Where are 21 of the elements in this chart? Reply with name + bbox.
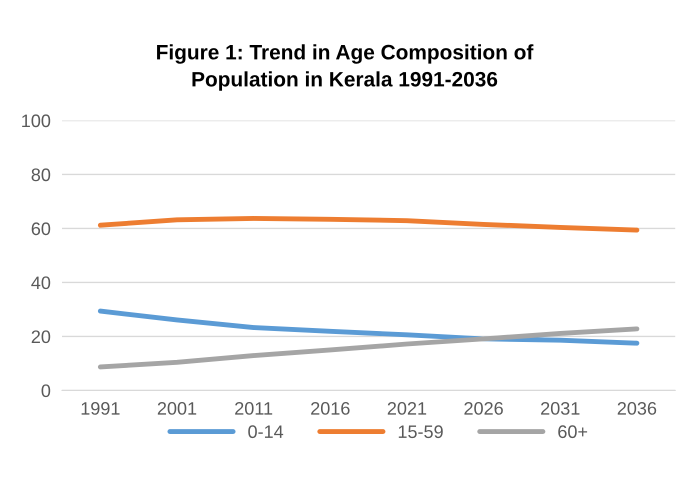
x-tick-label: 2026 [464,402,503,415]
legend-label: 0-14 [248,425,284,438]
line-series [98,308,640,346]
line-series [98,326,640,370]
x-tick-label: 1991 [82,402,120,415]
x-tick-label: 2031 [541,402,580,415]
x-tick-label: 2036 [618,402,656,415]
chart-title: Figure 1: Trend in Age Composition of Population in Kerala 1991-2036 [157,44,534,91]
legend-label: 15-59 [398,425,443,438]
y-tick-label: 80 [32,168,50,182]
y-tick-label: 20 [32,330,50,344]
y-tick-label: 100 [22,114,50,128]
y-tick-label: 60 [32,222,50,236]
line-series [98,216,640,233]
x-tick-label: 2011 [235,402,272,415]
x-tick-label: 2016 [311,402,350,415]
x-tick-label: 2021 [388,402,426,415]
y-tick-label: 40 [31,276,50,290]
x-tick-label: 2001 [158,402,196,415]
y-tick-label: 0 [42,384,50,398]
legend-label: 60+ [558,425,588,438]
